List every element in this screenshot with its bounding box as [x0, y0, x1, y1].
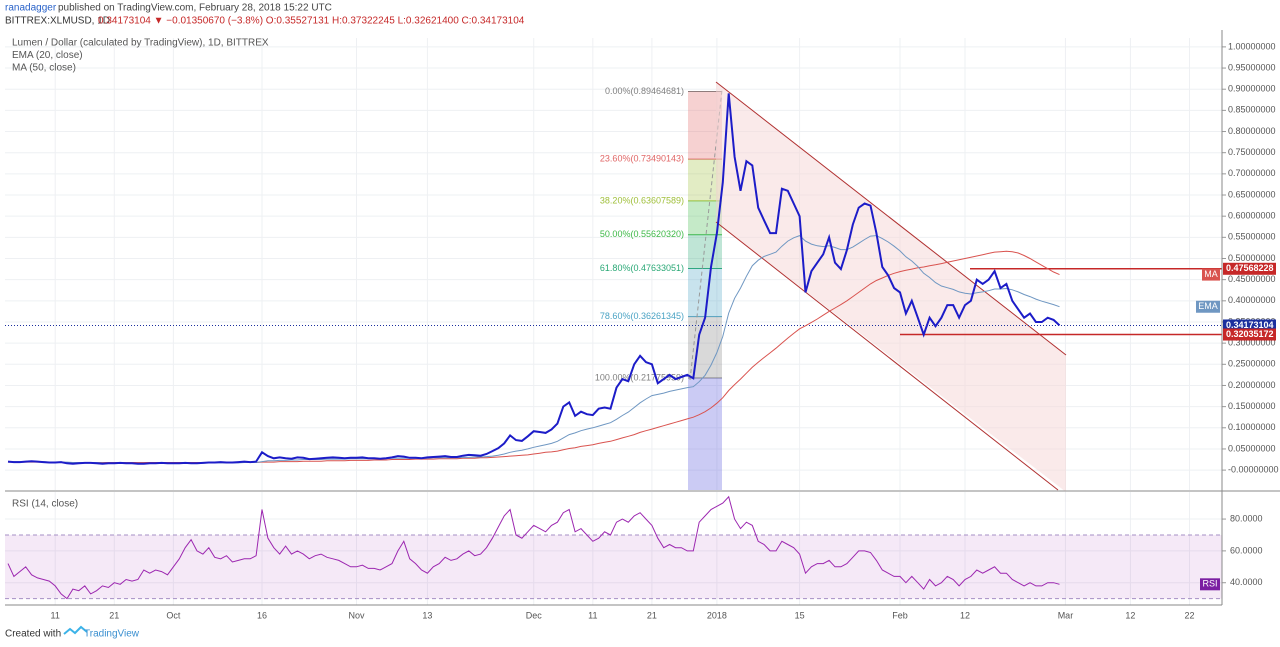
- y-tick-label: 0.15000000: [1228, 401, 1276, 411]
- price-label: 0.47568228: [1226, 263, 1274, 273]
- y-tick-label: 0.65000000: [1228, 189, 1276, 199]
- fib-label: 0.00%(0.89464681): [605, 86, 684, 96]
- x-tick-label: 12: [1125, 610, 1135, 620]
- fib-label: 100.00%(0.21775959): [595, 372, 684, 382]
- x-tick-label: Feb: [892, 610, 908, 620]
- y-tick-label: 0.30000000: [1228, 338, 1276, 348]
- y-tick-label: 0.55000000: [1228, 232, 1276, 242]
- x-tick-label: 22: [1184, 610, 1194, 620]
- y-tick-label: 0.80000000: [1228, 126, 1276, 136]
- series-tag: EMA: [1198, 301, 1218, 311]
- legend-entry: Lumen / Dollar (calculated by TradingVie…: [12, 38, 269, 49]
- legend-entry: MA (50, close): [12, 63, 76, 74]
- y-tick-label: 0.60000000: [1228, 211, 1276, 221]
- price-label: 0.32035172: [1226, 329, 1274, 339]
- x-tick-label: Oct: [166, 610, 181, 620]
- price-label-box: [1223, 319, 1276, 332]
- series-tag-box: [1196, 300, 1220, 313]
- fib-band: [688, 316, 722, 378]
- x-tick-label: 11: [51, 610, 60, 620]
- quote: 0.34173104 ▼ −0.01350670 (−3.8%) O:0.355…: [98, 16, 525, 27]
- series-line: [7, 93, 1061, 465]
- y-tick-label: -0.00000000: [1228, 464, 1279, 474]
- price-label: 0.34173104: [1226, 320, 1274, 330]
- y-tick-label: 0.95000000: [1228, 62, 1276, 72]
- symbol: BITTREX:XLMUSD, 1D: [5, 16, 110, 27]
- y-tick-label: 0.40000000: [1228, 295, 1276, 305]
- fib-band: [688, 268, 722, 317]
- y-tick-label: 80.0000: [1230, 513, 1263, 523]
- channel-fill: [716, 82, 1066, 492]
- legend-entry: EMA (20, close): [12, 50, 83, 61]
- publish-info: published on TradingView.com, February 2…: [58, 3, 332, 14]
- y-tick-label: 0.70000000: [1228, 168, 1276, 178]
- y-tick-label: 0.20000000: [1228, 380, 1276, 390]
- x-tick-label: Dec: [526, 610, 543, 620]
- y-tick-label: 0.85000000: [1228, 105, 1276, 115]
- y-tick-label: 0.05000000: [1228, 443, 1276, 453]
- x-tick-label: 21: [109, 610, 119, 620]
- x-tick-label: 15: [795, 610, 805, 620]
- fib-label: 78.60%(0.36261345): [600, 311, 684, 321]
- y-tick-label: 60.0000: [1230, 545, 1263, 555]
- x-tick-label: 12: [960, 610, 970, 620]
- rsi-tag: RSI: [1202, 579, 1217, 589]
- rsi-line: [7, 495, 1060, 600]
- rsi-band: [5, 534, 1222, 599]
- fib-label: 50.00%(0.55620320): [600, 229, 684, 239]
- fib-label: 61.80%(0.47633051): [600, 263, 684, 273]
- channel-line: [715, 221, 1059, 491]
- x-tick-label: 13: [422, 610, 432, 620]
- y-tick-label: 0.45000000: [1228, 274, 1276, 284]
- rsi-legend: RSI (14, close): [12, 499, 78, 510]
- x-tick-label: 16: [257, 610, 267, 620]
- y-tick-label: 0.25000000: [1228, 359, 1276, 369]
- fib-label: 38.20%(0.63607589): [600, 195, 684, 205]
- x-tick-label: Mar: [1058, 610, 1074, 620]
- x-tick-label: 2018: [707, 610, 727, 620]
- fib-extension: [688, 377, 722, 490]
- y-tick-label: 1.00000000: [1228, 41, 1276, 51]
- price-label-box: [1223, 262, 1276, 275]
- footer-logo: [63, 625, 88, 635]
- rsi-tag-box: [1200, 578, 1220, 591]
- x-tick-label: 11: [588, 610, 597, 620]
- y-tick-label: 40.0000: [1230, 577, 1263, 587]
- author[interactable]: ranadagger: [5, 3, 57, 14]
- price-label-box: [1223, 328, 1276, 341]
- fib-label: 23.60%(0.73490143): [600, 153, 684, 163]
- footer-brand[interactable]: TradingView: [84, 629, 140, 640]
- footer-text: Created with: [5, 629, 61, 640]
- y-tick-label: 0.90000000: [1228, 84, 1276, 94]
- channel-line: [715, 81, 1067, 356]
- y-tick-label: 0.75000000: [1228, 147, 1276, 157]
- y-tick-label: 0.50000000: [1228, 253, 1276, 263]
- series-tag: MA: [1204, 269, 1218, 279]
- y-tick-label: 0.10000000: [1228, 422, 1276, 432]
- x-tick-label: 21: [647, 610, 657, 620]
- x-tick-label: Nov: [349, 610, 366, 620]
- series-tag-box: [1202, 268, 1220, 281]
